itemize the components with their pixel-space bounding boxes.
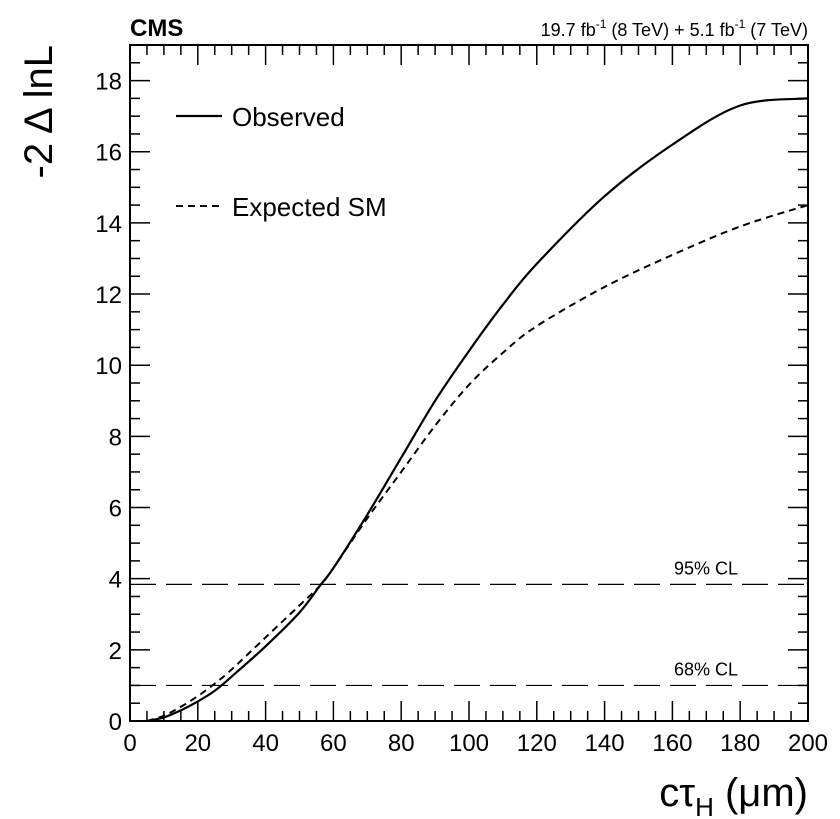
x-tick-label: 40 bbox=[252, 730, 279, 757]
lumi-sup-a: -1 bbox=[596, 17, 607, 31]
plot-frame bbox=[129, 44, 809, 722]
y-tick-label: 6 bbox=[109, 496, 122, 523]
x-tick-labels: 0 20 40 60 80 100 120 140 160 180 200 bbox=[123, 730, 828, 757]
x-tick-label: 100 bbox=[449, 730, 489, 757]
series-observed-line bbox=[146, 97, 809, 723]
lumi-part-a: 19.7 fb bbox=[541, 20, 596, 40]
x-tick-label: 80 bbox=[388, 730, 415, 757]
lumi-sup-b: -1 bbox=[735, 17, 746, 31]
x-tick-label: 180 bbox=[720, 730, 760, 757]
y-tick-label: 10 bbox=[95, 353, 122, 380]
lumi-part-b: (8 TeV) + 5.1 fb bbox=[606, 20, 734, 40]
y-tick-label: 2 bbox=[109, 638, 122, 665]
x-axis-title-unit: (μm) bbox=[714, 771, 808, 815]
y-tick-label: 12 bbox=[95, 282, 122, 309]
x-axis-title: cτH (μm) bbox=[659, 771, 808, 819]
luminosity-label: 19.7 fb-1 (8 TeV) + 5.1 fb-1 (7 TeV) bbox=[541, 17, 808, 40]
x-tick-label: 200 bbox=[788, 730, 828, 757]
legend-observed-label: Observed bbox=[232, 102, 345, 132]
series-expected-line bbox=[146, 204, 809, 722]
x-tick-label: 120 bbox=[517, 730, 557, 757]
y-tick-label: 8 bbox=[109, 424, 122, 451]
y-tick-label: 0 bbox=[109, 709, 122, 736]
cl68-label: 68% CL bbox=[674, 659, 738, 679]
y-tick-label: 18 bbox=[95, 69, 122, 96]
x-tick-label: 0 bbox=[123, 730, 136, 757]
experiment-label: CMS bbox=[130, 15, 183, 42]
cl95-label: 95% CL bbox=[674, 558, 738, 578]
x-tick-label: 60 bbox=[320, 730, 347, 757]
legend: Observed Expected SM bbox=[176, 102, 387, 222]
lumi-part-c: (7 TeV) bbox=[745, 20, 808, 40]
x-tick-label: 140 bbox=[585, 730, 625, 757]
y-axis-title: -2 Δ lnL bbox=[17, 45, 61, 178]
y-tick-label: 16 bbox=[95, 140, 122, 167]
legend-expected-label: Expected SM bbox=[232, 192, 387, 222]
y-tick-labels: 0 2 4 6 8 10 12 14 16 18 bbox=[95, 69, 122, 736]
x-axis-title-main: cτ bbox=[659, 771, 695, 815]
y-tick-label: 14 bbox=[95, 211, 122, 238]
axis-ticks bbox=[129, 44, 809, 722]
x-tick-label: 20 bbox=[184, 730, 211, 757]
x-tick-label: 160 bbox=[652, 730, 692, 757]
x-axis-title-sub: H bbox=[695, 792, 714, 819]
y-tick-label: 4 bbox=[109, 567, 122, 594]
